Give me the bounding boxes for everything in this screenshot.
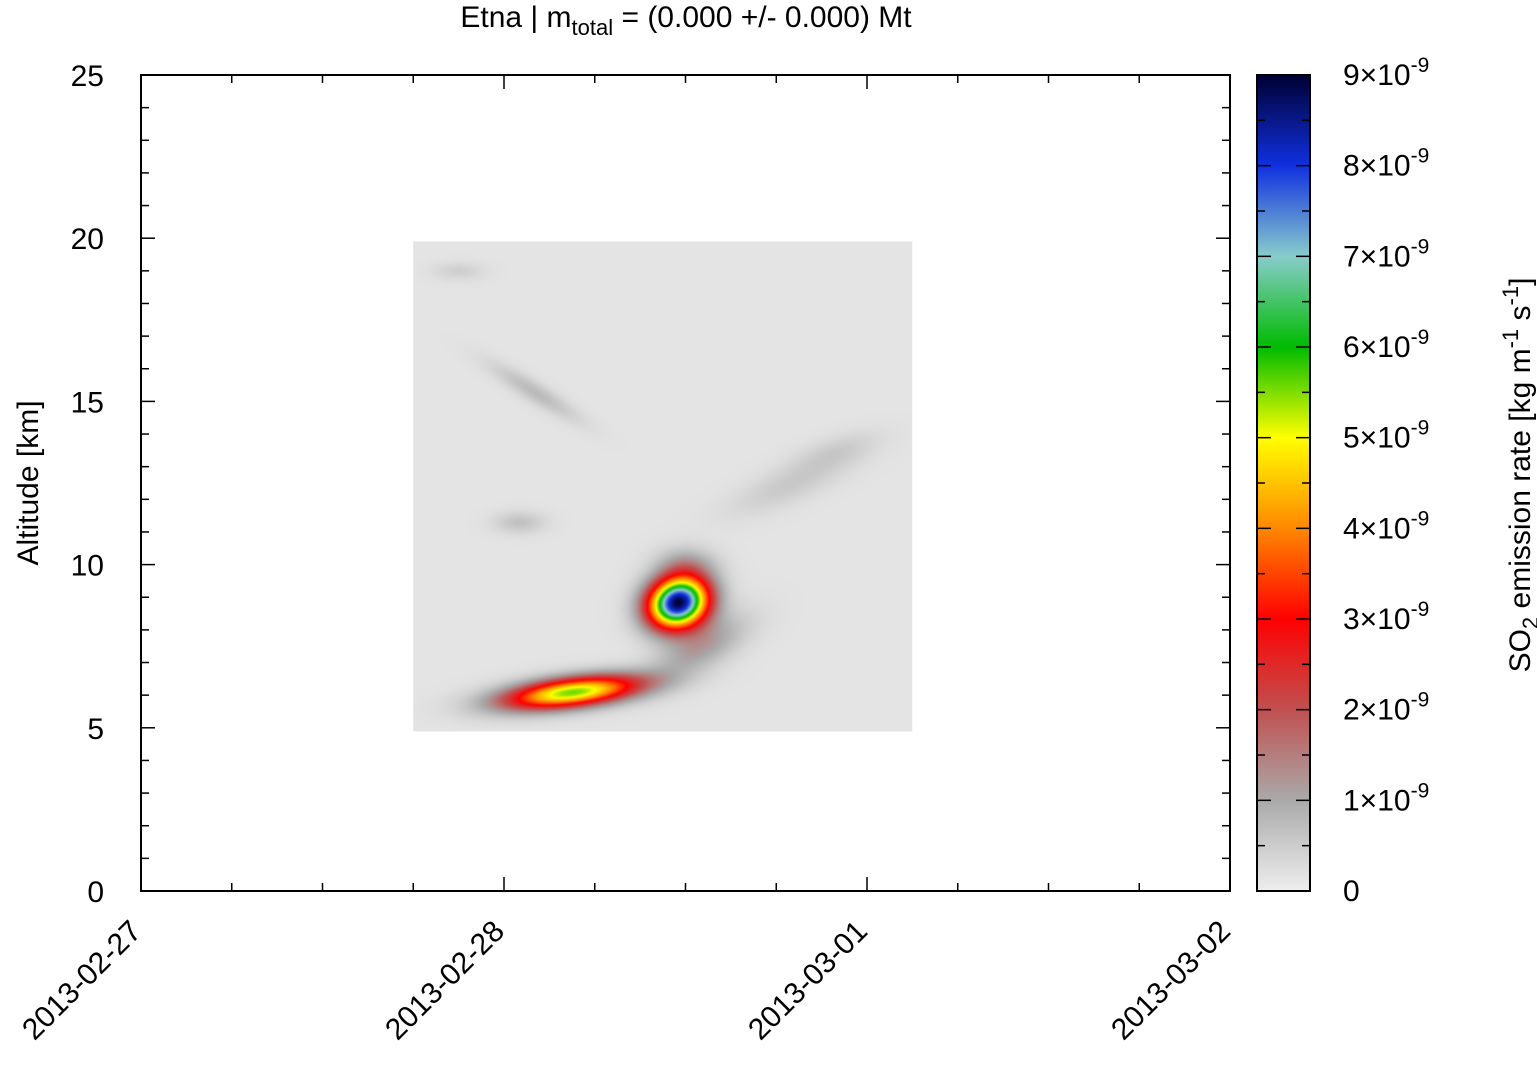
title-subscript: total [572,15,614,40]
colorbar-tick-exponent: -9 [1411,235,1430,258]
colorbar-tick-label: 4×10-9 [1343,507,1429,545]
colorbar-tick-exponent: -9 [1411,326,1430,349]
colorbar-tick-mantissa: 8×10 [1343,150,1411,183]
colorbar-tick-label: 6×10-9 [1343,326,1429,364]
y-tick-label: 25 [71,60,104,93]
colorbar-tick-mantissa: 9×10 [1343,59,1411,92]
colorbar-label-sub: 2 [1518,617,1537,629]
heatmap-image [413,241,913,732]
colorbar-tick-exponent: -9 [1411,145,1430,168]
colorbar-tick-exponent: -9 [1411,689,1430,712]
x-tick-label: 2013-03-01 [742,915,874,1047]
y-tick-label: 20 [71,223,104,256]
colorbar-tick-label: 3×10-9 [1343,598,1429,636]
chart-title: Etna | mtotal = (0.000 +/- 0.000) Mt [460,1,912,40]
x-tick-label: 2013-02-27 [16,915,148,1047]
y-tick-label: 10 [71,550,104,583]
colorbar [1256,74,1311,892]
colorbar-tick-mantissa: 0 [1343,875,1360,908]
colorbar-tick-mantissa: 2×10 [1343,694,1411,727]
colorbar-label-sup1: -1 [1498,329,1523,349]
colorbar-tick-exponent: -9 [1411,54,1430,77]
colorbar-tick-exponent: -9 [1411,507,1430,530]
colorbar-tick-label: 8×10-9 [1343,145,1429,183]
colorbar-label-mid2: s [1504,305,1537,328]
y-tick-label: 0 [87,876,104,909]
colorbar-tick-mantissa: 4×10 [1343,512,1411,545]
colorbar-ticks: 01×10-92×10-93×10-94×10-95×10-96×10-97×1… [1257,54,1429,908]
heatmap-region [413,241,913,732]
colorbar-tick-mantissa: 3×10 [1343,603,1411,636]
colorbar-tick-exponent: -9 [1411,779,1430,802]
y-axis-label: Altitude [km] [12,400,45,565]
colorbar-tick-label: 0 [1343,875,1360,908]
colorbar-tick-exponent: -9 [1411,417,1430,440]
colorbar-tick-mantissa: 5×10 [1343,422,1411,455]
y-axis-ticks: 0 5 10 15 20 25 [71,60,1230,909]
colorbar-tick-label: 7×10-9 [1343,235,1429,273]
colorbar-label-sup2: -1 [1498,286,1523,306]
x-tick-label: 2013-03-02 [1105,915,1237,1047]
colorbar-tick-label: 5×10-9 [1343,417,1429,455]
colorbar-tick-label: 9×10-9 [1343,54,1429,92]
colorbar-tick-mantissa: 6×10 [1343,331,1411,364]
colorbar-tick-mantissa: 7×10 [1343,240,1411,273]
colorbar-label-mid: emission rate [kg m [1504,348,1537,616]
colorbar-tick-mantissa: 1×10 [1343,784,1411,817]
colorbar-tick-exponent: -9 [1411,598,1430,621]
colorbar-label: SO2 emission rate [kg m-1 s-1] [1498,278,1537,673]
colorbar-tick-label: 2×10-9 [1343,689,1429,727]
y-tick-label: 5 [87,713,104,746]
x-tick-label: 2013-02-28 [379,915,511,1047]
title-suffix: = (0.000 +/- 0.000) Mt [613,1,912,34]
y-tick-label: 15 [71,386,104,419]
colorbar-label-end: ] [1504,278,1537,286]
colorbar-tick-label: 1×10-9 [1343,779,1429,817]
